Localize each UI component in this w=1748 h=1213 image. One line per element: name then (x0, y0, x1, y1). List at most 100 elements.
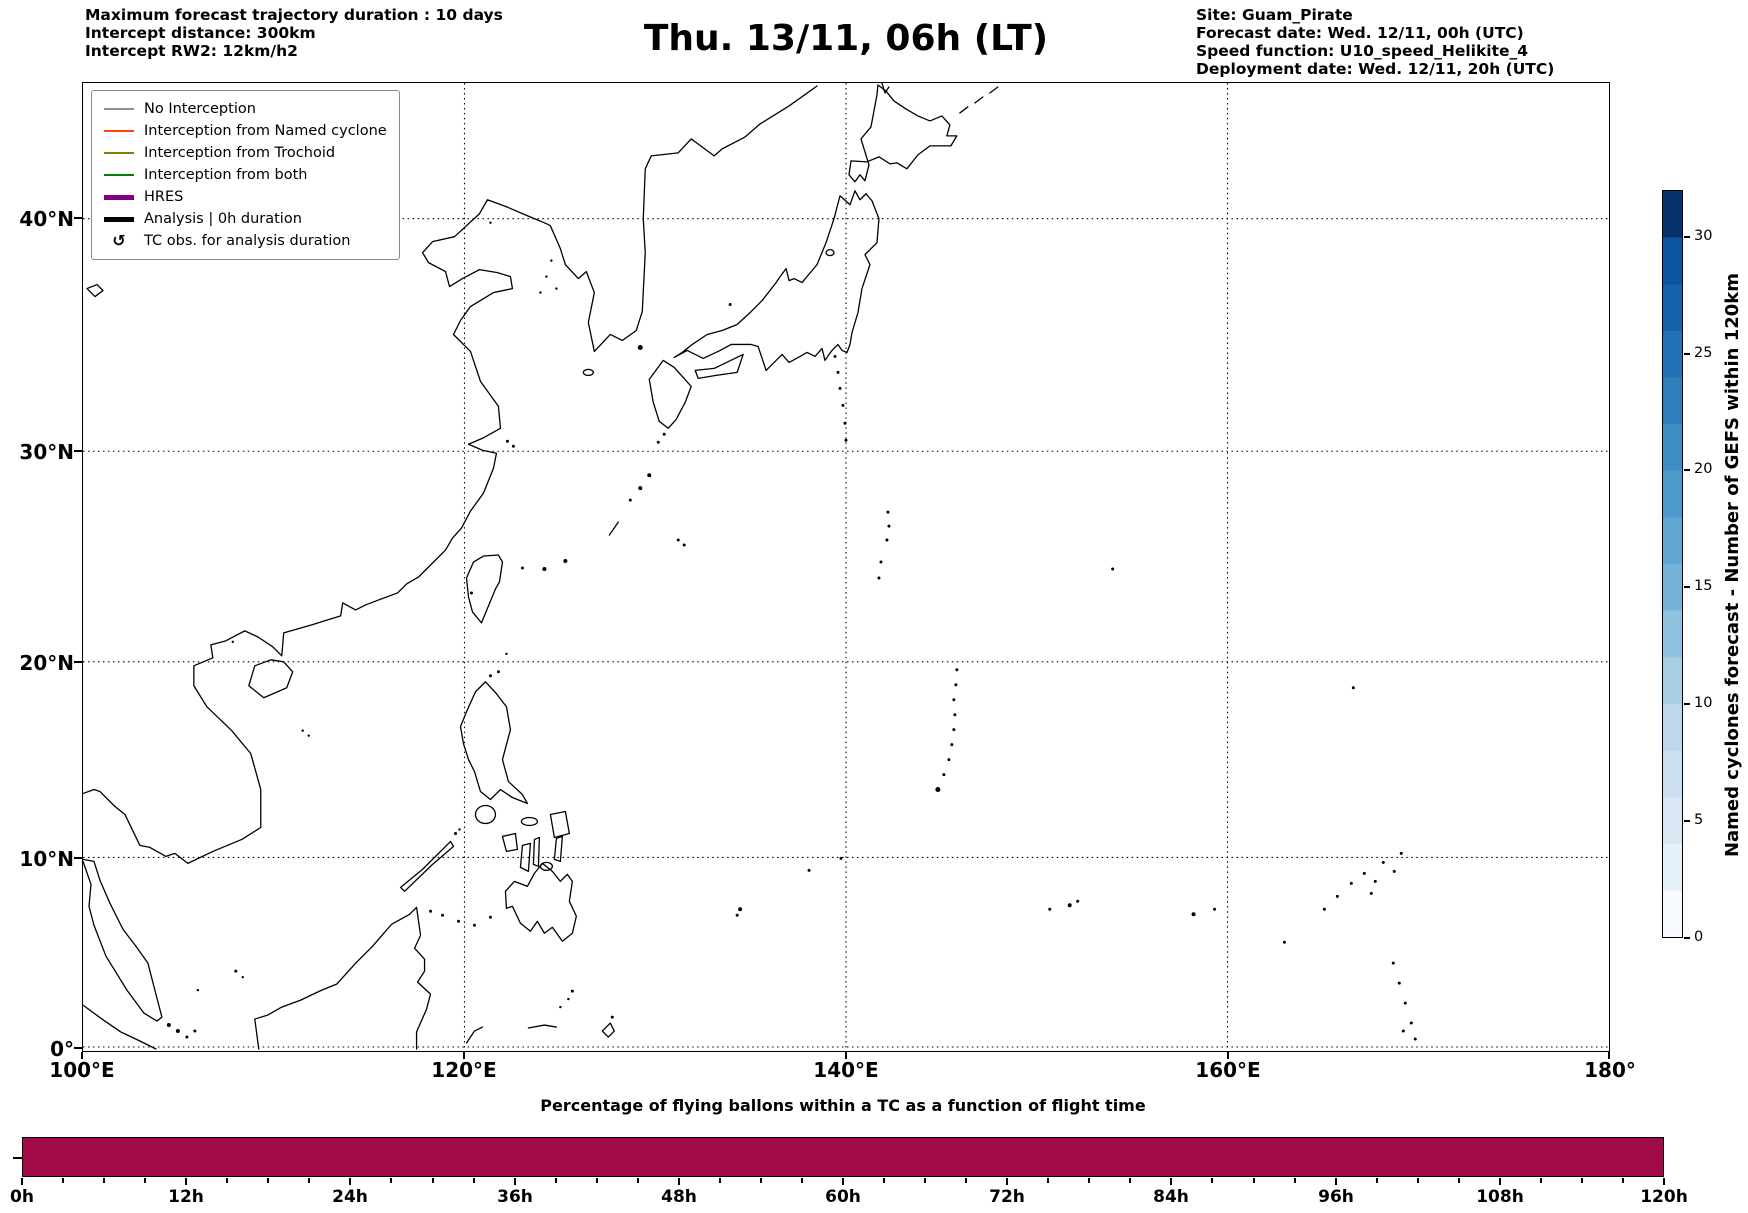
bottom-x-tick-mark (1252, 1178, 1255, 1183)
bottom-x-tick-mark (1170, 1178, 1173, 1185)
bottom-x-tick-mark (1375, 1178, 1378, 1183)
x-axis-tick-label: 120°E (431, 1058, 497, 1082)
coast-sulawesi (465, 1024, 558, 1044)
y-axis-tick-label: 20°N (19, 651, 74, 675)
coast-halmahera (601, 1022, 615, 1038)
bottom-x-tick-mark (226, 1178, 229, 1183)
legend-line-swatch (102, 130, 136, 132)
coast-shikoku (694, 353, 744, 380)
legend-item-label: Analysis | 0h duration (144, 211, 302, 227)
colorbar-tick-mark (1684, 937, 1690, 939)
colorbar-tick-mark (1684, 236, 1690, 238)
bottom-x-tick-mark (185, 1178, 188, 1185)
bottom-x-tick-mark (636, 1178, 639, 1183)
coast-palawan (399, 840, 455, 892)
bottom-x-tick-mark (144, 1178, 147, 1183)
legend-item: ↺ TC obs. for analysis duration (102, 230, 387, 252)
coast-sado (825, 249, 835, 257)
colorbar-gradient (1662, 190, 1683, 938)
bottom-x-tick-label: 84h (1153, 1187, 1189, 1207)
bottom-x-tick-mark (1129, 1178, 1132, 1183)
y-axis-tick-label: 40°N (19, 207, 74, 231)
coast-okinawa (608, 521, 619, 536)
bottom-x-tick-mark (431, 1178, 434, 1183)
bottom-x-tick-label: 108h (1476, 1187, 1524, 1207)
bottom-x-tick-mark (1539, 1178, 1542, 1183)
coast-sumatra (83, 1004, 157, 1050)
bottom-x-tick-mark (759, 1178, 762, 1183)
x-tick-mark (1608, 1052, 1610, 1059)
colorbar-tick-mark (1684, 586, 1690, 588)
y-axis-tick-label: 10°N (19, 847, 74, 871)
x-axis-tick-label: 140°E (813, 1058, 879, 1082)
bottom-x-tick-mark (1498, 1178, 1501, 1185)
coast-borneo (254, 906, 432, 1050)
bottom-x-tick-mark (883, 1178, 886, 1183)
colorbar-tick-mark (1684, 353, 1690, 355)
legend-box: No Interception Interception from Named c… (91, 90, 400, 260)
legend-item: Interception from Named cyclone (102, 120, 387, 142)
coast-mainland-asia (83, 85, 818, 865)
x-tick-mark (463, 1052, 465, 1059)
legend-line-swatch (102, 174, 136, 176)
coast-sakhalin-kurils (881, 83, 999, 114)
graticule-gridlines (83, 83, 1609, 1051)
bottom-x-tick-mark (62, 1178, 65, 1183)
colorbar-tick-label: 0 (1694, 929, 1704, 945)
coast-mindanao (504, 862, 578, 942)
legend-line-swatch (102, 216, 136, 222)
bottom-y-tick-mark (13, 1157, 22, 1159)
bottom-x-tick-mark (965, 1178, 968, 1183)
colorbar-tick-label: 25 (1694, 345, 1713, 361)
legend-line-swatch (102, 194, 136, 200)
coast-taiwan (465, 554, 504, 624)
bottom-x-tick-label: 0h (10, 1187, 34, 1207)
bottom-x-tick-mark (349, 1178, 352, 1185)
legend-line (104, 216, 134, 222)
bottom-chart-title: Percentage of flying ballons within a TC… (540, 1096, 1146, 1115)
x-tick-mark (81, 1052, 83, 1059)
site-text: Site: Guam_Pirate (1196, 6, 1353, 24)
legend-item-label: Interception from both (144, 167, 308, 183)
coast-honshu (673, 190, 880, 372)
colorbar-tick-mark (1684, 469, 1690, 471)
legend-line (104, 194, 134, 200)
bottom-x-tick-mark (1047, 1178, 1050, 1183)
coast-hainan (248, 659, 294, 699)
legend-item: HRES (102, 186, 387, 208)
legend-line-swatch (102, 152, 136, 154)
legend-item-label: No Interception (144, 101, 256, 117)
bottom-x-tick-mark (1663, 1178, 1665, 1185)
bottom-x-tick-mark (103, 1178, 106, 1183)
colorbar-tick-mark (1684, 703, 1690, 705)
bottom-x-tick-label: 60h (825, 1187, 861, 1207)
bottom-x-tick-mark (267, 1178, 270, 1183)
legend-item-label: HRES (144, 189, 184, 205)
bottom-x-tick-mark (1416, 1178, 1419, 1183)
coast-hokkaido (848, 84, 958, 183)
y-tick-mark (74, 1047, 82, 1049)
legend-item: Interception from Trochoid (102, 142, 387, 164)
bottom-x-tick-mark (1334, 1178, 1337, 1185)
bottom-x-tick-mark (1457, 1178, 1460, 1183)
bottom-x-tick-mark (718, 1178, 721, 1183)
colorbar-axis-label: Named cyclones forecast - Number of GEFS… (1722, 272, 1743, 858)
bottom-x-tick-mark (21, 1178, 23, 1185)
legend-item-label: Interception from Trochoid (144, 145, 336, 161)
coast-malay-peninsula (83, 858, 163, 1022)
bottom-x-tick-label: 96h (1318, 1187, 1354, 1207)
bottom-x-tick-mark (595, 1178, 598, 1183)
speed-function-text: Speed function: U10_speed_Helikite_4 (1196, 42, 1529, 60)
bottom-x-tick-mark (1088, 1178, 1091, 1183)
bottom-x-tick-label: 24h (332, 1187, 368, 1207)
info-block-left: Maximum forecast trajectory duration : 1… (85, 6, 503, 60)
legend-line (104, 130, 134, 132)
colorbar-tick-label: 10 (1694, 695, 1713, 711)
bottom-x-tick-mark (1293, 1178, 1296, 1183)
max-duration-text: Maximum forecast trajectory duration : 1… (85, 6, 503, 24)
figure-title: Thu. 13/11, 06h (LT) (643, 18, 1049, 59)
x-tick-mark (1227, 1052, 1229, 1059)
legend-item-label: Interception from Named cyclone (144, 123, 387, 139)
bottom-x-tick-label: 36h (497, 1187, 533, 1207)
